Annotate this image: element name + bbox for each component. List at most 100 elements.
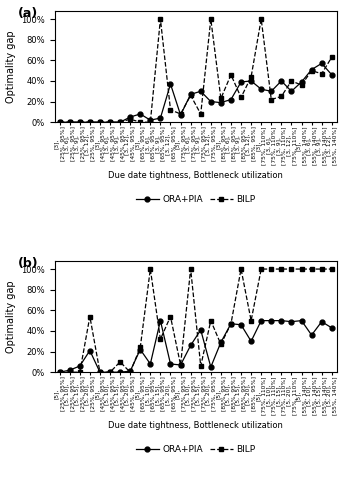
BILP: [58, 119, 62, 125]
ORA+PIA: [330, 72, 334, 78]
BILP: [330, 266, 334, 272]
ORA+PIA: [249, 338, 253, 344]
BILP: [118, 359, 122, 365]
ORA+PIA: [78, 363, 82, 369]
ORA+PIA: [299, 318, 304, 324]
BILP: [108, 119, 112, 125]
ORA+PIA: [229, 320, 233, 326]
ORA+PIA: [128, 368, 132, 374]
BILP: [199, 363, 203, 369]
ORA+PIA: [148, 117, 152, 123]
BILP: [309, 68, 314, 73]
ORA+PIA: [168, 81, 173, 87]
ORA+PIA: [58, 119, 62, 125]
BILP: [279, 266, 283, 272]
BILP: [178, 111, 182, 117]
BILP: [299, 82, 304, 88]
ORA+PIA: [108, 369, 112, 375]
ORA+PIA: [249, 78, 253, 84]
ORA+PIA: [189, 92, 193, 98]
BILP: [249, 318, 253, 324]
ORA+PIA: [320, 60, 324, 66]
BILP: [108, 369, 112, 375]
BILP: [148, 119, 152, 125]
BILP: [158, 336, 163, 342]
X-axis label: Due date tightness, Bottleneck utilization: Due date tightness, Bottleneck utilizati…: [108, 420, 283, 430]
ORA+PIA: [239, 79, 243, 85]
BILP: [128, 116, 132, 122]
ORA+PIA: [259, 86, 263, 92]
ORA+PIA: [128, 114, 132, 120]
BILP: [239, 266, 243, 272]
BILP: [219, 342, 223, 347]
ORA+PIA: [68, 119, 72, 125]
BILP: [88, 119, 92, 125]
Legend: ORA+PIA, BILP: ORA+PIA, BILP: [132, 442, 259, 458]
ORA+PIA: [259, 318, 263, 324]
ORA+PIA: [158, 318, 163, 324]
Text: (b): (b): [18, 258, 38, 270]
ORA+PIA: [108, 119, 112, 125]
ORA+PIA: [189, 342, 193, 348]
BILP: [78, 369, 82, 375]
ORA+PIA: [68, 367, 72, 373]
ORA+PIA: [309, 66, 314, 72]
BILP: [199, 111, 203, 117]
BILP: [189, 266, 193, 272]
BILP: [320, 266, 324, 272]
BILP: [279, 94, 283, 100]
Line: BILP: BILP: [57, 16, 334, 124]
X-axis label: Due date tightness, Bottleneck utilization: Due date tightness, Bottleneck utilizati…: [108, 170, 283, 179]
BILP: [138, 344, 142, 350]
BILP: [269, 266, 273, 272]
BILP: [259, 266, 263, 272]
ORA+PIA: [138, 111, 142, 117]
BILP: [289, 266, 294, 272]
BILP: [148, 266, 152, 272]
BILP: [209, 16, 213, 22]
BILP: [299, 266, 304, 272]
BILP: [330, 54, 334, 60]
BILP: [249, 74, 253, 80]
ORA+PIA: [309, 332, 314, 338]
BILP: [58, 369, 62, 375]
ORA+PIA: [269, 318, 273, 324]
ORA+PIA: [320, 318, 324, 324]
ORA+PIA: [98, 369, 102, 375]
BILP: [269, 96, 273, 102]
ORA+PIA: [269, 88, 273, 94]
ORA+PIA: [78, 119, 82, 125]
ORA+PIA: [98, 119, 102, 125]
ORA+PIA: [88, 119, 92, 125]
ORA+PIA: [178, 362, 182, 368]
Line: BILP: BILP: [57, 266, 334, 374]
ORA+PIA: [209, 98, 213, 104]
BILP: [68, 369, 72, 375]
ORA+PIA: [239, 322, 243, 328]
ORA+PIA: [138, 346, 142, 352]
Line: ORA+PIA: ORA+PIA: [57, 61, 334, 124]
BILP: [209, 318, 213, 324]
BILP: [229, 320, 233, 326]
ORA+PIA: [219, 340, 223, 345]
BILP: [138, 119, 142, 125]
ORA+PIA: [168, 361, 173, 367]
ORA+PIA: [118, 369, 122, 375]
Text: (a): (a): [18, 8, 38, 20]
BILP: [118, 119, 122, 125]
BILP: [98, 119, 102, 125]
BILP: [309, 266, 314, 272]
Y-axis label: Optimality gap: Optimality gap: [5, 280, 15, 353]
Line: ORA+PIA: ORA+PIA: [57, 318, 334, 374]
ORA+PIA: [330, 325, 334, 331]
ORA+PIA: [289, 318, 294, 324]
ORA+PIA: [229, 96, 233, 102]
BILP: [189, 92, 193, 98]
ORA+PIA: [58, 369, 62, 375]
BILP: [128, 369, 132, 375]
BILP: [98, 369, 102, 375]
BILP: [168, 107, 173, 113]
ORA+PIA: [289, 88, 294, 94]
ORA+PIA: [299, 79, 304, 85]
ORA+PIA: [279, 78, 283, 84]
